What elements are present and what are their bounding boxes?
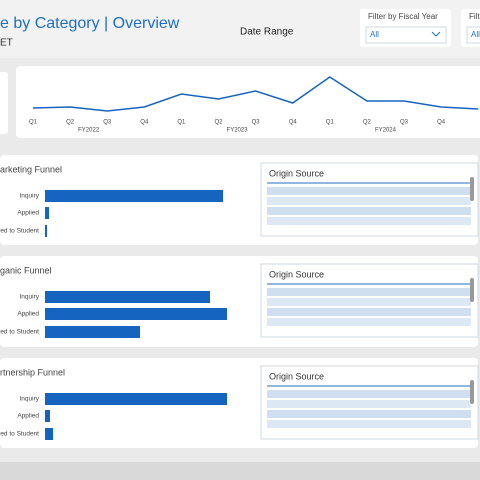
- list-item[interactable]: [267, 400, 471, 408]
- funnel-title: rtnership Funnel: [0, 367, 65, 377]
- scrollbar: [470, 278, 474, 302]
- funnel-title: ganic Funnel: [0, 265, 52, 275]
- category-label: red to Student: [0, 228, 39, 235]
- filter-value: All: [471, 30, 480, 39]
- list-item[interactable]: [267, 390, 471, 398]
- list-item[interactable]: [267, 207, 471, 215]
- x-tick-label: Q3: [252, 120, 261, 126]
- bar: [45, 410, 50, 422]
- page-title: e by Category | Overview: [0, 15, 180, 32]
- x-tick-label: Q2: [214, 120, 223, 126]
- filter-dropdown[interactable]: [466, 26, 480, 44]
- bar: [45, 207, 49, 219]
- bar: [45, 190, 223, 202]
- category-label: Applied: [17, 413, 39, 420]
- x-tick-label: Q4: [289, 120, 298, 126]
- list-item[interactable]: [267, 288, 471, 296]
- category-label: Inquiry: [19, 294, 39, 301]
- scrollbar: [470, 177, 474, 201]
- list-item[interactable]: [267, 318, 471, 326]
- origin-title: Origin Source: [269, 371, 324, 381]
- list-item[interactable]: [267, 410, 471, 418]
- x-tick-label: Q3: [103, 120, 112, 126]
- origin-title: Origin Source: [269, 168, 324, 178]
- x-group-label: FY2022: [78, 128, 100, 134]
- x-group-label: FY2024: [375, 128, 397, 134]
- side-card: [0, 72, 8, 134]
- list-item[interactable]: [267, 308, 471, 316]
- filter-label: Filter by Fiscal Year: [368, 12, 438, 21]
- bar: [45, 428, 53, 440]
- category-label: Applied: [17, 311, 39, 318]
- bar: [45, 308, 227, 320]
- x-tick-label: Q3: [400, 120, 409, 126]
- filter-label: Filt: [469, 12, 480, 21]
- x-tick-label: Q1: [177, 120, 186, 126]
- category-label: Applied: [17, 210, 39, 217]
- x-tick-label: Q1: [326, 120, 335, 126]
- bar: [45, 393, 227, 405]
- list-item[interactable]: [267, 187, 471, 195]
- page-subtitle: ET: [0, 38, 13, 49]
- origin-title: Origin Source: [269, 269, 324, 279]
- list-item[interactable]: [267, 197, 471, 205]
- x-tick-label: Q2: [66, 120, 75, 126]
- bar: [45, 291, 210, 303]
- trend-line: [32, 76, 479, 112]
- trend-card: [16, 66, 480, 138]
- category-label: Inquiry: [19, 193, 39, 200]
- category-label: red to Student: [0, 431, 39, 438]
- bar: [45, 326, 140, 338]
- x-tick-label: Q4: [140, 120, 149, 126]
- scrollbar: [470, 380, 474, 404]
- filter-value: All: [370, 30, 379, 39]
- category-label: red to Student: [0, 329, 39, 336]
- list-item[interactable]: [267, 420, 471, 428]
- bar: [45, 225, 47, 237]
- footer-bar: [0, 462, 480, 480]
- x-tick-label: Q2: [363, 120, 372, 126]
- list-item[interactable]: [267, 298, 471, 306]
- date-range-label: Date Range: [240, 27, 294, 38]
- filter-dropdown[interactable]: [365, 26, 447, 44]
- x-tick-label: Q1: [29, 120, 38, 126]
- list-item[interactable]: [267, 217, 471, 225]
- x-group-label: FY2023: [227, 128, 249, 134]
- category-label: Inquiry: [19, 396, 39, 403]
- dropdown-arrow: [431, 31, 441, 37]
- funnel-title: arketing Funnel: [0, 164, 62, 174]
- x-tick-label: Q4: [437, 120, 446, 126]
